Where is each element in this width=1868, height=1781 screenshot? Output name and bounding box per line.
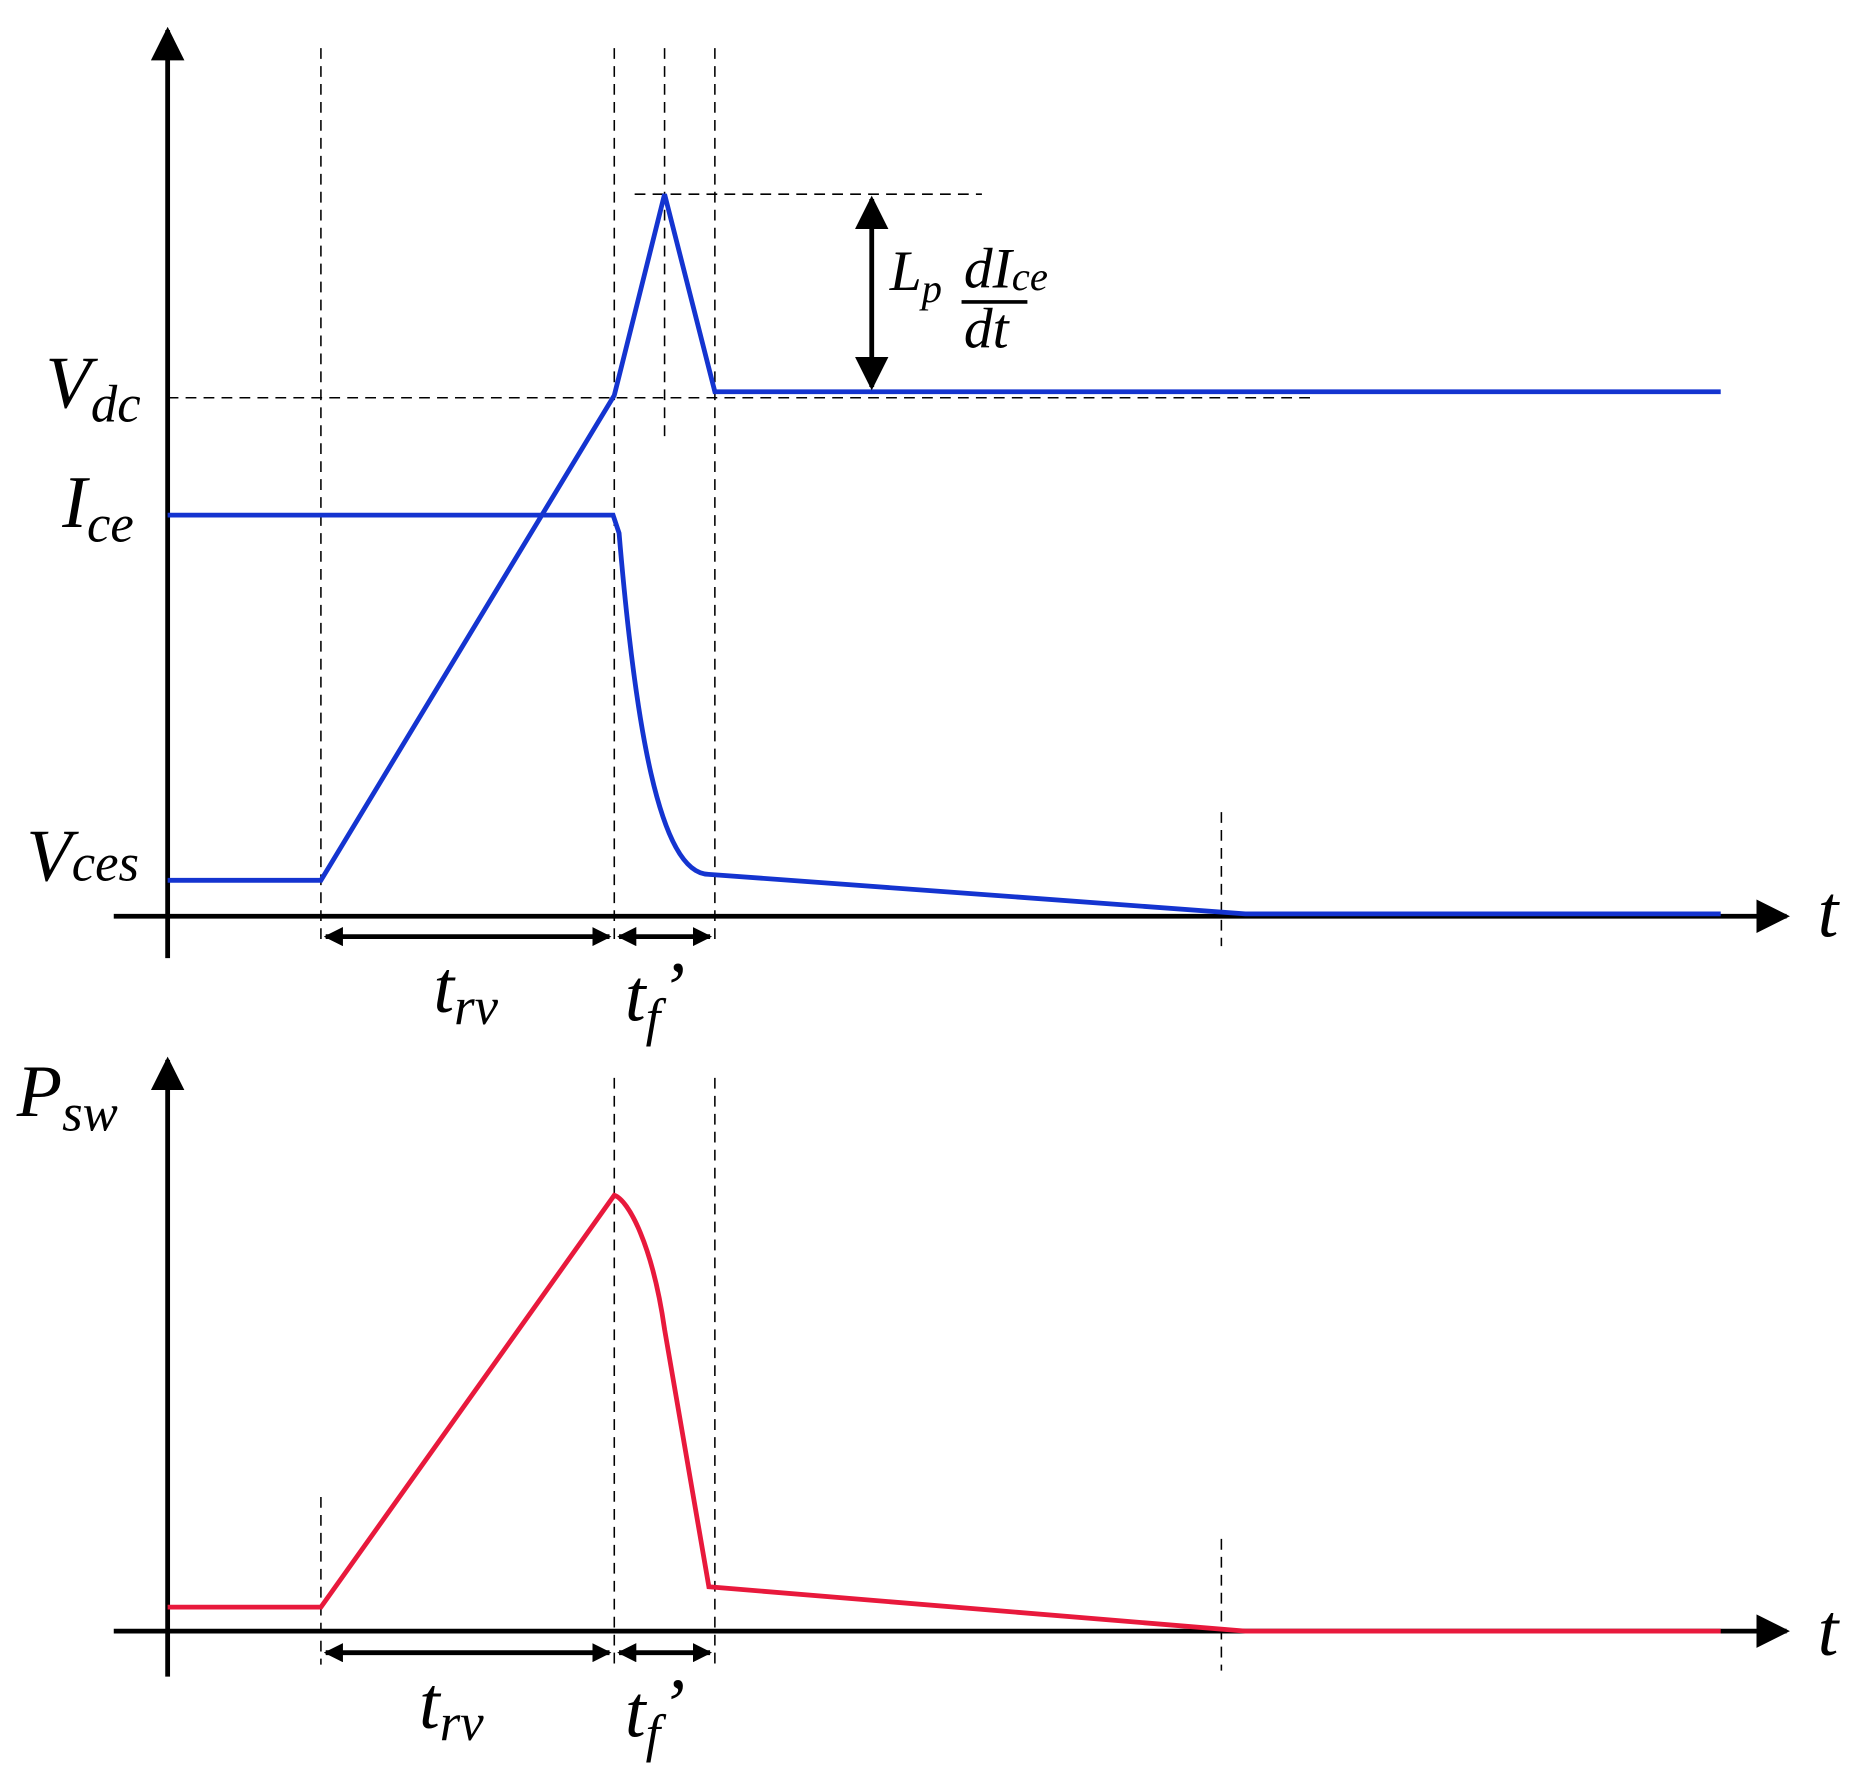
label-base: I <box>61 462 90 544</box>
label-base: L <box>889 240 922 303</box>
tf-label: tf’ <box>625 1664 685 1763</box>
vces-label: Vces <box>26 815 139 897</box>
label-sub: rv <box>440 1694 484 1752</box>
label-sub: p <box>919 266 942 311</box>
label-sub: ces <box>72 834 139 892</box>
trv-label: trv <box>433 947 498 1036</box>
label-sub: ce <box>1012 254 1048 299</box>
label-base: V <box>26 815 79 897</box>
vdc-label: Vdc <box>46 342 141 433</box>
trv-label: trv <box>419 1663 484 1752</box>
x-axis-label: t <box>1818 1590 1841 1672</box>
top-panel: Vdc Ice Vces Lp dIce dt t trv tf’ <box>26 26 1841 1047</box>
label-prime: ’ <box>660 1664 685 1746</box>
label-base: P <box>16 1051 62 1133</box>
guides <box>320 1077 1223 1671</box>
label-base: t <box>625 955 648 1037</box>
guides <box>167 48 1318 947</box>
voltage-curve <box>167 193 1721 883</box>
label-sub: dc <box>91 376 141 434</box>
label-sub: sw <box>62 1085 118 1143</box>
label-base: t <box>419 1663 442 1745</box>
psw-label: Psw <box>16 1051 118 1142</box>
label-prime: ’ <box>660 948 685 1030</box>
label-base: dI <box>964 238 1015 301</box>
label-base: t <box>625 1671 648 1753</box>
current-curve <box>167 512 1721 917</box>
x-axis-label: t <box>1818 872 1841 954</box>
bottom-panel: Psw t trv tf’ <box>16 1051 1841 1763</box>
overshoot-numerator: dIce <box>964 238 1048 301</box>
label-base: V <box>46 342 99 424</box>
ice-label: Ice <box>61 462 134 553</box>
power-curve <box>167 1192 1721 1634</box>
overshoot-denominator: dt <box>964 297 1011 360</box>
label-sub: rv <box>454 978 498 1036</box>
overshoot-l: Lp <box>889 240 942 311</box>
tf-label: tf’ <box>625 948 685 1047</box>
label-sub: ce <box>87 495 134 553</box>
label-base: t <box>433 947 456 1029</box>
